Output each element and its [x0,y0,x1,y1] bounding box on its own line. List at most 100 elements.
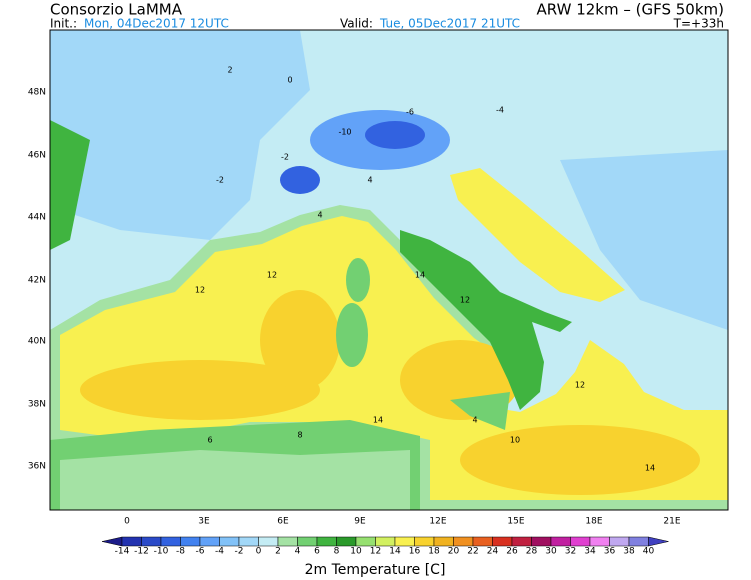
header-model: ARW 12km – (GFS 50km) [537,1,724,19]
valid-time: Tue, 05Dec2017 21UTC [379,17,520,31]
contour-label: -2 [281,153,289,162]
colorbar-swatch [414,536,435,547]
colorbar-swatch [336,536,357,547]
contour-label: 14 [415,271,425,280]
colorbar-label: -12 [134,547,149,557]
land-green [50,120,90,250]
colorbar-label: 26 [506,547,518,557]
africa-inland [60,450,410,510]
colorbar-label: 2 [275,547,281,557]
lat-label: 44N [28,213,46,223]
colorbar-label: 4 [295,547,301,557]
colorbar-swatch [609,536,630,547]
colorbar-label: 22 [467,547,478,557]
colorbar-label: 32 [565,547,576,557]
colorbar-swatch [453,536,474,547]
colorbar-label: -4 [215,547,224,557]
lon-label: 21E [663,517,680,527]
colorbar-swatch [160,536,181,547]
colorbar-label: -8 [176,547,185,557]
contour-label: -4 [496,106,504,115]
colorbar-arrow [648,536,669,547]
colorbar-swatch [277,536,298,547]
colorbar-label: 36 [604,547,616,557]
contour-label: 4 [367,176,372,185]
lat-label: 48N [28,88,46,98]
colorbar-label: 18 [428,547,440,557]
colorbar-swatch [375,536,396,547]
colorbar-label: 20 [448,547,460,557]
lon-label: 9E [354,517,366,527]
corsica [346,258,370,302]
init-time: Mon, 04Dec2017 12UTC [84,17,229,31]
italy [400,230,572,410]
colorbar-swatch [531,536,552,547]
lon-label: 15E [507,517,524,527]
lead-time: T=+33h [673,17,724,31]
lat-label: 40N [28,337,46,347]
contour-label: -6 [406,108,414,117]
lon-label: 0 [124,517,130,527]
alps-cold [365,121,425,149]
lon-label: 18E [585,517,602,527]
lon-label: 3E [198,517,210,527]
colorbar-label: 0 [256,547,262,557]
colorbar-label: 12 [370,547,381,557]
adriatic [450,168,625,302]
colorbar-swatch [589,536,610,547]
contour-label: 8 [297,431,302,440]
colorbar-label: 8 [334,547,340,557]
land-cold [50,30,310,240]
contour-label: 10 [510,436,520,445]
colorbar-swatch [219,536,240,547]
land-cold [560,150,728,330]
colorbar-swatch [511,536,532,547]
colorbar-label: -2 [235,547,244,557]
contour-label: 14 [373,416,383,425]
colorbar-arrow [101,536,123,547]
map-frame [49,29,729,511]
init-label: Init.: [50,17,77,31]
colorbar-label: 24 [487,547,499,557]
colorbar-label: 30 [545,547,557,557]
colorbar-swatch [394,536,415,547]
colorbar-swatch [121,536,142,547]
contour-label: 0 [287,76,292,85]
colorbar-swatch [141,536,162,547]
colorbar-swatch [492,536,513,547]
header-title: Consorzio LaMMA [50,1,183,19]
lon-label: 6E [277,517,289,527]
lon-label: 12E [429,517,446,527]
colorbar-label: 40 [643,547,655,557]
lat-label: 38N [28,400,46,410]
warm-sea [260,290,340,390]
contour-label: 4 [317,211,322,220]
colorbar-swatch [570,536,591,547]
colorbar-label: 16 [409,547,421,557]
colorbar-label: -14 [115,547,130,557]
map-area [50,30,728,510]
contour-label: 14 [645,464,655,473]
contour-label: -10 [338,128,351,137]
sardinia [336,303,368,367]
colorbar-label: 10 [350,547,362,557]
colorbar-swatch [258,536,279,547]
colorbar-label: -6 [196,547,205,557]
colorbar-label: 6 [314,547,320,557]
colorbar-swatch [316,536,337,547]
colorbar-label: 28 [526,547,538,557]
colorbar-swatch [433,536,454,547]
contour-label: 12 [460,296,470,305]
contour-label: 4 [472,416,477,425]
contour-label: 2 [227,66,232,75]
contour-label: -2 [216,176,224,185]
contour-label: 12 [195,286,205,295]
lat-label: 46N [28,151,46,161]
lat-label: 42N [28,276,46,286]
colorbar-label: -10 [154,547,169,557]
warm-sea [80,360,320,420]
colorbar-swatch [180,536,201,547]
colorbar-swatch [355,536,376,547]
colorbar-swatch [238,536,259,547]
